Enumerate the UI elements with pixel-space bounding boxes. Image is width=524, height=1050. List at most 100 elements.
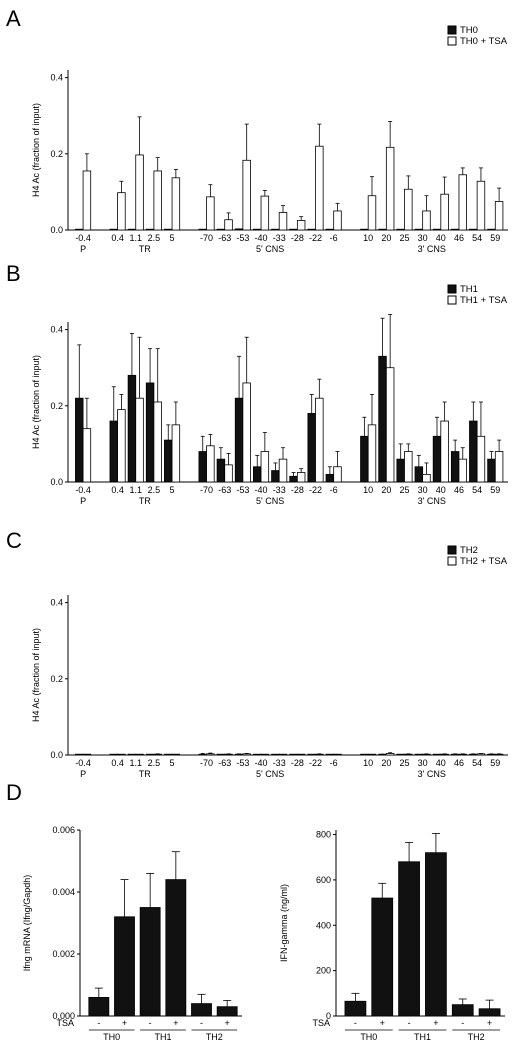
tsa-sign: + [433,1018,438,1028]
bar-tsa [333,753,342,756]
bar-untreated [289,753,298,756]
x-tick-label: -0.4 [75,758,91,768]
bar-untreated [253,753,262,756]
y-tick-label: 0.4 [50,598,63,608]
bar-tsa [404,451,413,483]
x-tick-label: -28 [291,233,304,243]
bar-untreated [164,753,173,756]
bar-untreated [289,228,298,231]
x-tick-label: 54 [472,233,482,243]
tsa-sign: - [149,1018,152,1028]
bar-untreated [253,228,262,231]
bar-tsa [206,445,215,483]
group-label: 3' CNS [418,769,446,779]
x-tick-label: -0.4 [75,233,91,243]
y-tick-label: 0.2 [50,149,63,159]
x-tick-label: 46 [454,233,464,243]
group-label: P [80,496,86,506]
legend-swatch [447,556,457,566]
bar-tsa [117,753,126,756]
bar-tsa [385,367,395,483]
bar-tsa [385,146,395,231]
bar-tsa [296,220,306,231]
bar-tsa [135,397,144,483]
bar-tsa [242,382,251,483]
bar-tsa [224,464,233,483]
bar-tsa [367,195,377,231]
bar-tsa [385,753,395,756]
y-tick-label: 800 [316,830,331,840]
legend-swatch [447,25,457,35]
x-tick-label: -53 [236,758,249,768]
group-label: 3' CNS [418,244,446,254]
bar-untreated [325,473,335,483]
bar-untreated [450,753,460,756]
x-tick-label: -22 [309,233,322,243]
x-tick-label: 30 [418,758,428,768]
bar-tsa [224,753,233,756]
bar [165,879,187,1017]
x-tick-label: 0.4 [111,758,124,768]
bar-untreated [487,228,496,231]
bar-untreated [198,753,207,756]
group-label: TH2 [206,1032,223,1042]
tsa-sign: + [173,1018,178,1028]
x-tick-label: 46 [454,758,464,768]
bar-tsa [440,420,449,483]
y-axis-label: Ifng mRNA (Ifng/Gapdh) [22,875,32,972]
legend-label: TH1 + TSA [460,295,508,306]
y-axis-label: H4 Ac (fraction of input) [31,628,41,722]
group-label: TH1 [154,1032,171,1042]
bar-tsa [333,210,342,231]
x-tick-label: 1.1 [129,485,142,495]
group-label: 5' CNS [256,244,284,254]
bar-tsa [315,397,324,483]
bar-tsa [206,196,215,231]
x-tick-label: -33 [273,233,286,243]
bar-tsa [117,409,126,483]
x-tick-label: -28 [291,758,304,768]
x-tick-label: 40 [436,485,446,495]
x-tick-label: 2.5 [148,233,161,243]
bar-tsa [153,170,162,231]
x-tick-label: 1.1 [129,233,142,243]
bar-untreated [216,458,226,483]
group-label: 3' CNS [418,496,446,506]
y-tick-label: 0.004 [52,887,75,897]
bar-tsa [135,154,144,231]
bar-untreated [360,753,369,756]
panel-label-c: C [6,528,22,553]
bar-tsa [260,195,270,231]
bar-tsa [153,753,162,756]
tsa-sign: - [461,1018,464,1028]
bar-untreated [469,753,478,756]
bar-untreated [487,458,496,483]
x-tick-label: 30 [418,233,428,243]
bar-tsa [333,466,342,483]
bar-tsa [476,435,486,483]
bar-tsa [278,458,288,483]
bar-untreated [469,228,478,231]
bar-untreated [127,374,137,483]
x-tick-label: 25 [399,485,409,495]
x-tick-label: 46 [454,485,464,495]
x-tick-label: 5 [170,758,175,768]
x-tick-label: -6 [330,758,338,768]
bar-untreated [325,228,335,231]
y-tick-label: 0.0 [50,477,63,487]
x-tick-label: 2.5 [148,758,161,768]
bar-tsa [296,753,306,756]
tsa-sign: - [200,1018,203,1028]
bar-tsa [260,753,270,756]
bar-untreated [432,228,442,231]
bar-untreated [414,466,424,483]
bar-untreated [360,228,369,231]
bar-untreated [432,753,442,756]
bar [139,907,161,1017]
bar-tsa [440,193,449,231]
bar-untreated [307,753,316,756]
bar-tsa [171,424,181,483]
panel-label-d: D [6,780,22,805]
